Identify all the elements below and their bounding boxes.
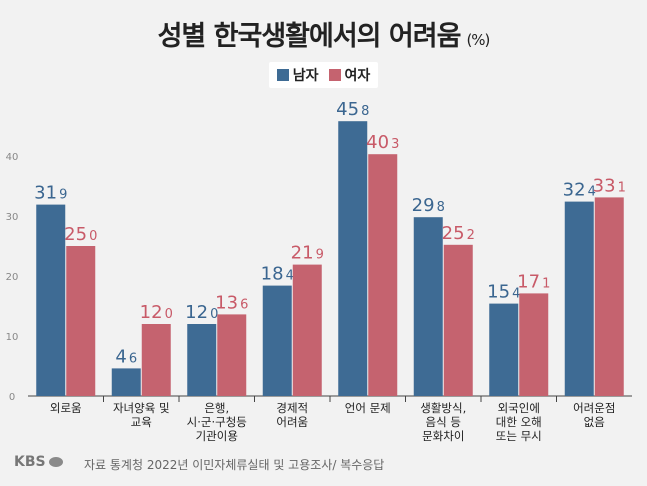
data-label-female: 25 2 (442, 223, 475, 244)
legend-label-male: 남자 (292, 68, 319, 84)
data-label-male: 31 9 (34, 183, 67, 204)
bar-female-3 (292, 264, 322, 396)
data-label-female: 13 6 (215, 292, 248, 313)
legend-box: 남자 여자 (268, 62, 379, 88)
data-label-male: 12 0 (185, 302, 218, 323)
bar-female-6 (519, 293, 549, 396)
data-label-female: 21 9 (291, 243, 324, 264)
category-label: 경제적 어려움 (276, 401, 308, 429)
chart-title-text: 성별 한국생활에서의 어려움 (157, 21, 462, 52)
category-label: 언어 문제 (345, 401, 391, 415)
y-tick-label: 0 (9, 392, 15, 403)
bar-male-3 (262, 285, 292, 396)
y-tick-label: 10 (6, 332, 19, 343)
bar-female-1 (141, 324, 171, 396)
logo-eye-icon (48, 457, 63, 467)
bar-female-2 (217, 314, 247, 396)
bar-male-4 (338, 121, 368, 396)
data-label-male: 29 8 (412, 195, 445, 216)
category-label: 외로움 (50, 401, 82, 415)
unit-label: (%) (466, 31, 490, 49)
bar-male-7 (564, 201, 594, 396)
bar-female-0 (66, 246, 96, 396)
logo-text: KBS (14, 454, 46, 470)
data-label-female: 33 1 (593, 175, 626, 196)
bar-female-7 (594, 197, 624, 396)
bar-female-4 (368, 154, 398, 396)
legend: 남자 여자 (0, 62, 647, 88)
bar-male-0 (36, 204, 66, 396)
legend-item-female: 여자 (328, 65, 371, 85)
data-label-male: 18 4 (261, 264, 294, 285)
legend-item-male: 남자 (276, 65, 319, 85)
bar-male-6 (489, 303, 519, 396)
y-tick-label: 30 (6, 212, 19, 223)
category-label: 은행, 시·군·구청등 기관이용 (187, 401, 247, 443)
legend-swatch-male (276, 69, 289, 81)
data-label-male: 32 4 (563, 180, 596, 201)
category-label: 생활방식, 음식 등 문화차이 (420, 401, 466, 443)
data-label-male: 15 4 (487, 282, 520, 303)
category-label: 어려운점 없음 (573, 401, 615, 429)
data-label-female: 40 3 (366, 132, 399, 153)
y-tick-label: 40 (6, 152, 19, 163)
legend-swatch-female (328, 69, 341, 81)
data-label-female: 25 0 (64, 224, 97, 245)
data-label-male: 45 8 (336, 99, 369, 120)
data-label-female: 12 0 (140, 302, 173, 323)
category-label: 외국인에 대한 오해 또는 무시 (496, 401, 542, 443)
bar-male-5 (413, 217, 443, 396)
chart-title: 성별 한국생활에서의 어려움 (%) (0, 14, 647, 53)
y-tick-label: 20 (6, 272, 19, 283)
legend-label-female: 여자 (344, 68, 371, 84)
kbs-logo: KBS (14, 454, 63, 470)
data-label-female: 17 1 (517, 271, 550, 292)
bar-male-1 (111, 368, 141, 396)
bar-male-2 (187, 324, 217, 396)
category-label: 자녀양육 및 교육 (113, 401, 170, 429)
bar-female-5 (443, 244, 473, 396)
source-note: 자료 통계청 2022년 이민자체류실태 및 고용조사/ 복수응답 (84, 458, 385, 472)
